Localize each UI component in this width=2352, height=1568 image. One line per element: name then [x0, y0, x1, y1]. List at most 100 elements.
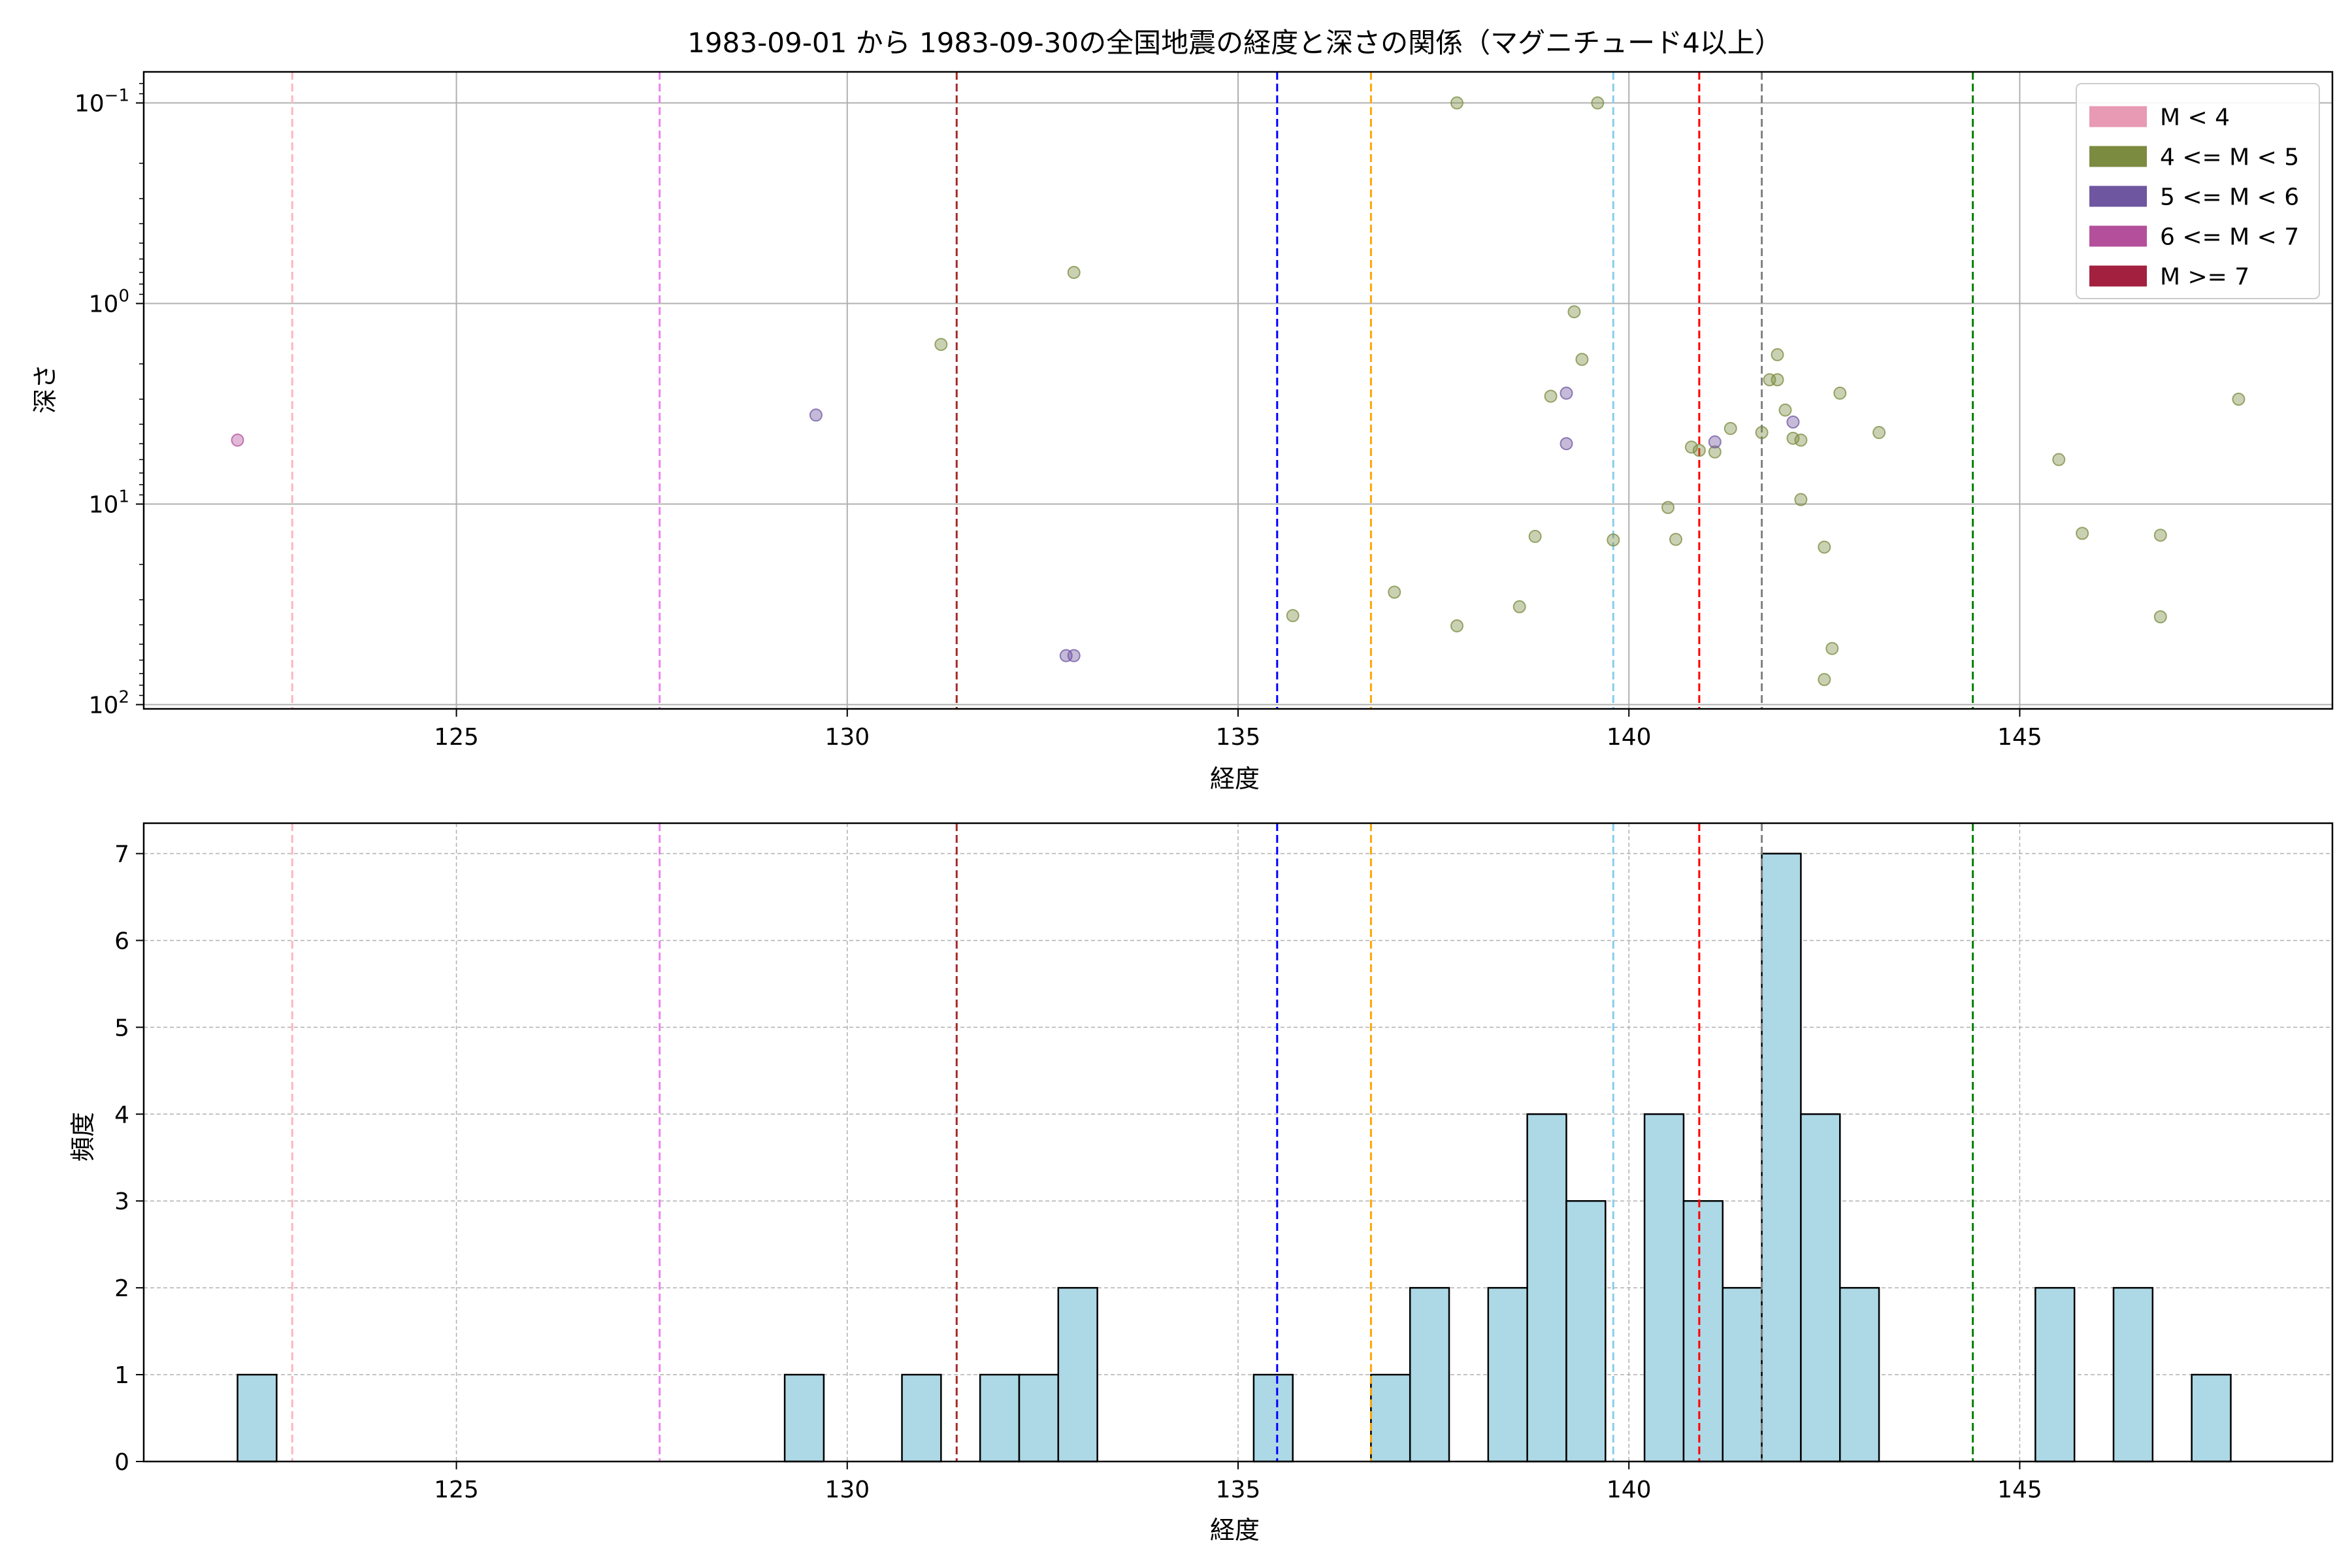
- scatter-point: [1067, 265, 1081, 279]
- scatter-point: [1771, 373, 1784, 387]
- legend-label: M >= 7: [2160, 264, 2249, 291]
- histogram-x-tick-label: 140: [1607, 1477, 1652, 1503]
- legend-swatch: [2089, 146, 2147, 167]
- legend-swatch: [2089, 106, 2147, 127]
- histogram-y-tick-label: 4: [114, 1102, 129, 1128]
- scatter-point: [1607, 533, 1620, 547]
- scatter-grid: [144, 72, 2332, 709]
- histogram-y-tick-label: 0: [114, 1449, 129, 1476]
- scatter-point: [934, 338, 948, 351]
- histogram-panel: 125 130 135 140 145 0 1 2 3 4 5 6 7 経度 頻度: [69, 822, 2334, 1544]
- legend-label: 6 <= M < 7: [2160, 224, 2299, 251]
- scatter-point: [1786, 431, 1800, 445]
- scatter-point: [1818, 673, 1831, 687]
- scatter-point: [1560, 437, 1573, 451]
- chart-title: 1983-09-01 から 1983-09-30の全国地震の経度と深さの関係（マ…: [687, 27, 1782, 59]
- scatter-point: [1778, 403, 1792, 417]
- histogram-y-tick-label: 3: [114, 1188, 129, 1215]
- scatter-x-tick-label: 125: [434, 724, 479, 751]
- scatter-point: [2052, 453, 2066, 466]
- scatter-point: [1771, 348, 1784, 361]
- scatter-point: [2153, 610, 2167, 624]
- scatter-point: [1591, 96, 1605, 110]
- scatter-point: [1286, 609, 1299, 623]
- scatter-point: [1575, 353, 1589, 367]
- histogram-bar: [2112, 1286, 2154, 1463]
- histogram-y-tick-label: 5: [114, 1015, 129, 1041]
- histogram-bar: [1057, 1286, 1098, 1463]
- histogram-y-axis-label: 頻度: [69, 1112, 97, 1162]
- scatter-point: [1818, 540, 1831, 554]
- scatter-x-tick-label: 140: [1607, 724, 1652, 751]
- scatter-point: [1512, 600, 1526, 613]
- histogram-y-tick-label: 7: [114, 841, 129, 868]
- histogram-x-tick-label: 125: [434, 1477, 479, 1503]
- histogram-x-tick-label: 130: [825, 1477, 870, 1503]
- scatter-point: [1450, 619, 1463, 632]
- scatter-point: [1794, 493, 1808, 506]
- histogram-bar: [901, 1373, 942, 1463]
- scatter-point: [2232, 393, 2246, 406]
- scatter-point: [1567, 305, 1581, 319]
- scatter-point: [1388, 585, 1401, 599]
- scatter-y-tick-label: 102: [89, 687, 129, 719]
- legend: M < 4 4 <= M < 5 5 <= M < 6 6 <= M < 7 M >= …: [2076, 83, 2320, 299]
- histogram-y-tick-label: 6: [114, 928, 129, 955]
- scatter-reference-lines: [291, 72, 1974, 709]
- histogram-y-tick-label: 1: [114, 1362, 129, 1389]
- scatter-point: [1755, 426, 1769, 440]
- histogram-bar: [1565, 1200, 1607, 1463]
- histogram-x-ticks: 125 130 135 140 145: [434, 1462, 2042, 1503]
- histogram-bar: [1682, 1200, 1724, 1463]
- scatter-y-axis-label: 深さ: [31, 364, 59, 414]
- scatter-point: [1692, 444, 1706, 457]
- legend-swatch: [2089, 186, 2147, 207]
- scatter-point: [1708, 435, 1722, 449]
- scatter-point: [1872, 426, 1886, 440]
- histogram-bars: [237, 853, 2232, 1463]
- scatter-y-ticks: 10−1 100 101 102: [74, 83, 144, 719]
- histogram-bar: [1722, 1286, 1763, 1463]
- scatter-point: [1450, 96, 1463, 110]
- legend-label: M < 4: [2160, 105, 2230, 131]
- scatter-point: [1684, 440, 1698, 454]
- scatter-x-tick-label: 130: [825, 724, 870, 751]
- scatter-y-tick-label: 101: [89, 487, 129, 519]
- histogram-bar: [2191, 1373, 2232, 1463]
- scatter-point: [1669, 532, 1682, 546]
- scatter-point: [1708, 445, 1722, 459]
- histogram-bar: [1526, 1113, 1567, 1463]
- histogram-bar: [1487, 1286, 1528, 1463]
- scatter-x-ticks: 125 130 135 140 145: [434, 709, 2042, 751]
- scatter-point: [1528, 530, 1542, 544]
- legend-swatch: [2089, 225, 2147, 247]
- scatter-point: [1786, 415, 1800, 429]
- scatter-point: [1723, 421, 1737, 435]
- scatter-point: [231, 433, 244, 447]
- histogram-bar: [1252, 1373, 1294, 1463]
- scatter-panel: 125 130 135 140 145 10−1 100 101 102 経度 深さ M < …: [31, 71, 2334, 793]
- scatter-points: [231, 96, 2246, 687]
- scatter-point: [2153, 529, 2167, 542]
- histogram-bar: [1800, 1113, 1841, 1463]
- histogram-bar: [2034, 1286, 2076, 1463]
- histogram-bar: [1018, 1373, 1060, 1463]
- scatter-point: [809, 408, 823, 422]
- histogram-bar: [783, 1373, 825, 1463]
- scatter-point: [1825, 642, 1839, 655]
- scatter-point: [1833, 386, 1847, 400]
- histogram-bar: [1761, 853, 1802, 1463]
- histogram-y-ticks: 0 1 2 3 4 5 6 7: [114, 841, 144, 1476]
- scatter-y-tick-label: 100: [89, 287, 129, 318]
- histogram-bar: [237, 1373, 278, 1463]
- legend-label: 5 <= M < 6: [2160, 184, 2299, 211]
- scatter-y-tick-label: 10−1: [74, 86, 129, 118]
- scatter-x-tick-label: 135: [1216, 724, 1261, 751]
- histogram-bar: [1643, 1113, 1685, 1463]
- histogram-bar: [1839, 1286, 1880, 1463]
- histogram-bar: [1409, 1286, 1450, 1463]
- histogram-bar: [979, 1373, 1021, 1463]
- scatter-point: [1661, 500, 1675, 514]
